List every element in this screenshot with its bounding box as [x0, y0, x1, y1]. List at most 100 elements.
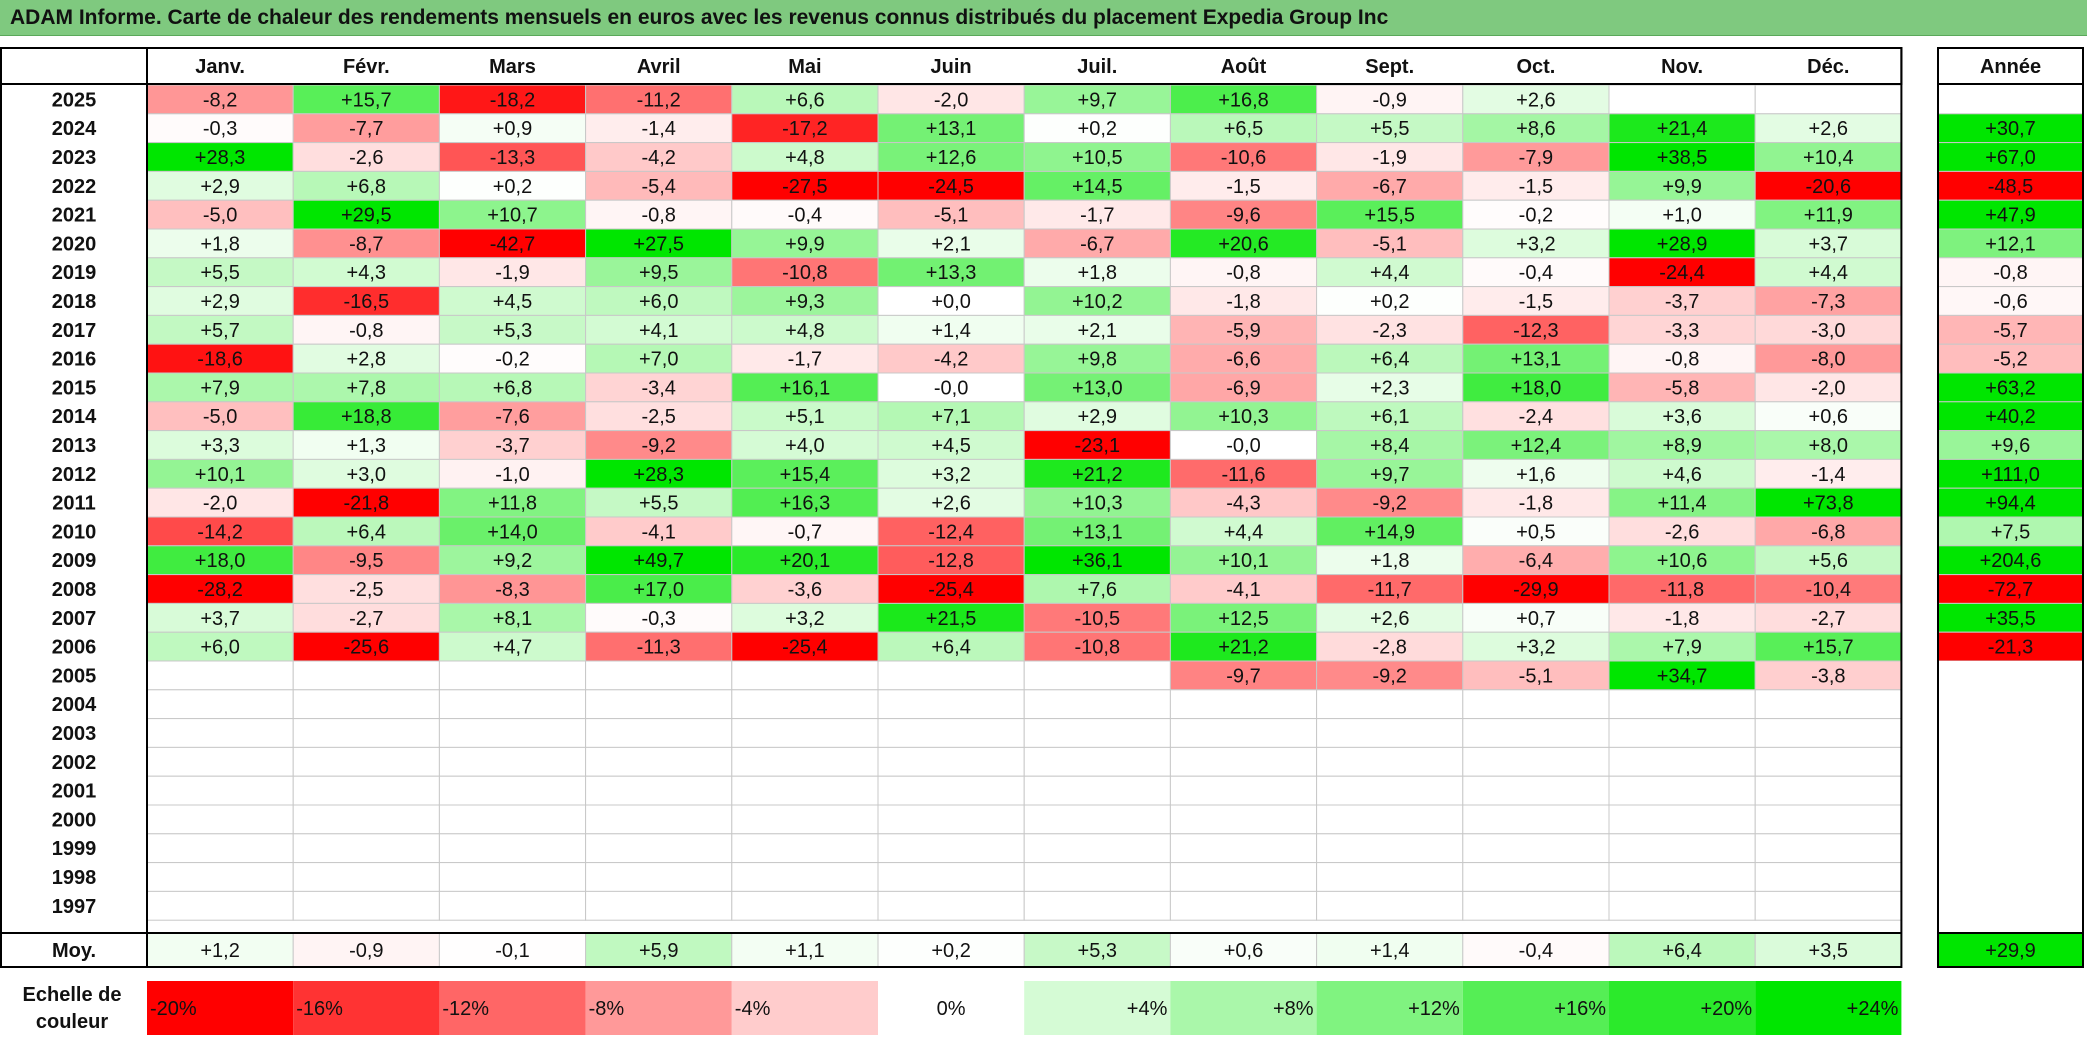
cell-value: -9,2	[1372, 665, 1406, 687]
scale-swatch	[293, 981, 440, 1035]
cell-value: +9,5	[639, 262, 678, 284]
heatmap-cell	[1023, 170, 1171, 201]
heatmap-cell	[292, 746, 440, 777]
heatmap-cell	[1754, 718, 1902, 748]
cell-value: +11,4	[1658, 493, 1707, 515]
cell-value: +6,8	[493, 377, 532, 399]
annual-cell	[1938, 689, 2083, 719]
heatmap-cell	[1754, 631, 1902, 662]
cell-value: +8,0	[1809, 435, 1848, 457]
cell-value: -0,8	[1665, 349, 1699, 371]
heatmap-cell	[585, 257, 733, 288]
scale-label-value: +8%	[1273, 998, 1314, 1020]
heatmap-cell	[1462, 574, 1610, 604]
cell-value: +13,1	[1511, 349, 1562, 371]
heatmap-cell	[1023, 718, 1171, 748]
cell-value: +1,8	[1370, 550, 1409, 572]
cell-value: +7,1	[931, 406, 970, 428]
cell-value: +18,0	[1511, 377, 1562, 399]
cell-value: -25,4	[782, 637, 828, 659]
cell-value: -0,2	[495, 349, 529, 371]
cell-value: +0,7	[1516, 608, 1555, 630]
heatmap-cell	[146, 170, 294, 201]
heatmap-cell	[877, 890, 1025, 921]
heatmap-cell	[731, 689, 879, 720]
heatmap-cell	[1316, 746, 1464, 777]
average-value: +1,1	[785, 940, 824, 962]
cell-value: -20,6	[1806, 176, 1852, 198]
year-label: 2002	[52, 752, 97, 774]
heatmap-cell	[585, 401, 733, 432]
cell-value: +6,4	[1370, 349, 1409, 371]
heatmap-cell	[1754, 487, 1902, 518]
month-header: Sept.	[1365, 56, 1414, 78]
cell-value: +15,7	[341, 89, 392, 111]
cell-value: -0,4	[788, 205, 822, 227]
heatmap-cell	[438, 199, 587, 230]
heatmap-cell	[731, 833, 879, 864]
cell-value: +14,9	[1364, 521, 1415, 543]
heatmap-cell	[877, 458, 1025, 489]
cell-value: +21,4	[1657, 118, 1708, 140]
heatmap-cell	[585, 602, 733, 633]
cell-value: +2,1	[931, 233, 970, 255]
heatmap-cell	[292, 401, 440, 432]
cell-value: +6,5	[1224, 118, 1263, 140]
cell-value: -10,6	[1221, 147, 1267, 169]
average-cell	[731, 932, 879, 968]
cell-value: +5,3	[493, 320, 532, 342]
cell-value: -1,8	[1519, 493, 1553, 515]
cell-value: +3,0	[347, 464, 386, 486]
average-value: +1,4	[1370, 940, 1409, 962]
heatmap-cell	[438, 746, 587, 777]
year-label: 2001	[52, 781, 97, 803]
heatmap-cell	[1608, 199, 1756, 230]
heatmap-cell	[1169, 631, 1318, 662]
annual-cell	[1937, 314, 2084, 345]
heatmap-labels: Janv. Févr. Mars Avril Mai Juin Juil. Août Sept.…	[23, 56, 2042, 1033]
cell-value: +12,5	[1218, 608, 1269, 630]
annual-cell	[1938, 805, 2083, 834]
year-label: 2013	[52, 435, 97, 457]
cell-value: +6,1	[1370, 406, 1409, 428]
heatmap-cell	[1462, 746, 1610, 777]
cell-value: -2,7	[1811, 608, 1845, 630]
heatmap-cell	[1023, 401, 1171, 432]
cell-value: +1,6	[1516, 464, 1555, 486]
heatmap-cell	[1316, 84, 1464, 115]
heatmap-cell	[1608, 113, 1756, 144]
cell-value: -4,1	[641, 521, 675, 543]
cell-value: -1,9	[1372, 147, 1406, 169]
cell-value: +1,0	[1662, 205, 1701, 227]
cell-value: -11,8	[1660, 579, 1704, 601]
heatmap-cell	[1754, 775, 1902, 806]
cell-value: +7,8	[347, 377, 386, 399]
heatmap-cell	[1023, 113, 1171, 144]
scale-label-value: -4%	[735, 998, 771, 1020]
year-label: 2018	[52, 291, 97, 313]
heatmap-cell	[1462, 430, 1610, 460]
heatmap-cell	[1462, 775, 1610, 806]
cell-value: -7,6	[495, 406, 529, 428]
heatmap-cell	[1754, 833, 1902, 864]
cell-value: -3,4	[641, 377, 675, 399]
cell-value: +18,8	[341, 406, 392, 428]
annual-value: -48,5	[1988, 176, 2034, 198]
heatmap-cell	[1316, 718, 1464, 748]
heatmap-cell	[1023, 257, 1171, 288]
average-cell	[1754, 932, 1902, 968]
heatmap-cell	[877, 372, 1025, 403]
cell-value: -5,1	[1519, 665, 1553, 687]
heatmap-cell	[731, 862, 879, 892]
average-value: +6,4	[1662, 940, 1701, 962]
heatmap-cell	[1023, 862, 1171, 892]
heatmap-cell	[438, 718, 587, 748]
cell-value: +1,8	[1078, 262, 1117, 284]
heatmap-cell	[1462, 228, 1610, 259]
heatmap-cell	[1316, 862, 1464, 892]
heatmap-cell	[438, 458, 587, 489]
cell-value: +13,3	[926, 262, 977, 284]
year-label: 2010	[52, 521, 97, 543]
cell-value: -8,0	[1811, 349, 1845, 371]
heatmap-cell	[1608, 170, 1756, 201]
